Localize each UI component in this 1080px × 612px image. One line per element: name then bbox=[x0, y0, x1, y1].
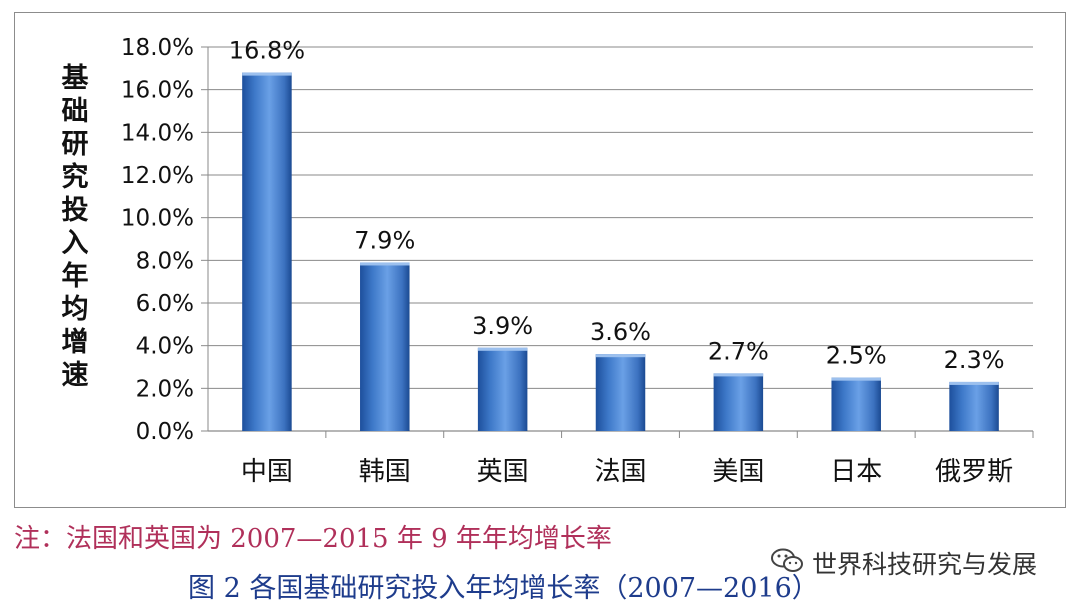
y-tick-label: 0.0% bbox=[136, 419, 194, 445]
y-tick-label: 8.0% bbox=[136, 248, 194, 274]
chart-note: 注：法国和英国为 2007—2015 年 9 年年均增长率 bbox=[14, 524, 612, 554]
bar bbox=[713, 373, 764, 431]
y-tick-label: 18.0% bbox=[121, 35, 194, 61]
y-tick-label: 12.0% bbox=[121, 163, 194, 189]
y-tick-label: 14.0% bbox=[121, 120, 194, 146]
watermark: 世界科技研究与发展 bbox=[770, 546, 1037, 580]
bar-top bbox=[477, 347, 528, 351]
y-tick-label: 10.0% bbox=[121, 206, 194, 232]
wechat-icon bbox=[770, 547, 804, 579]
bar-top bbox=[242, 72, 292, 76]
bar bbox=[477, 347, 528, 431]
x-tick-label: 日本 bbox=[830, 457, 882, 487]
bar bbox=[595, 354, 646, 431]
y-tick-label: 16.0% bbox=[121, 78, 194, 104]
y-tick-label: 4.0% bbox=[136, 334, 194, 360]
bar-top bbox=[949, 381, 999, 385]
figure-caption: 图 2 各国基础研究投入年均增长率（2007—2016） bbox=[188, 573, 819, 604]
data-label: 2.3% bbox=[944, 346, 1005, 374]
data-label: 2.7% bbox=[708, 337, 769, 365]
data-label: 3.6% bbox=[590, 318, 651, 346]
bar-top bbox=[713, 373, 764, 377]
data-label: 7.9% bbox=[354, 226, 415, 254]
x-tick-label: 俄罗斯 bbox=[935, 457, 1013, 487]
x-tick-label: 中国 bbox=[241, 457, 293, 487]
x-tick-label: 法国 bbox=[594, 457, 646, 487]
y-tick-label: 6.0% bbox=[136, 291, 194, 317]
data-label: 16.8% bbox=[229, 37, 305, 65]
y-tick-label: 2.0% bbox=[136, 376, 194, 402]
x-tick-label: 美国 bbox=[712, 457, 764, 487]
bar-top bbox=[360, 262, 410, 266]
data-label: 3.9% bbox=[472, 312, 533, 340]
data-label: 2.5% bbox=[826, 342, 887, 370]
y-axis-label: 基础研究投入年均增速 bbox=[61, 63, 89, 391]
x-tick-label: 英国 bbox=[477, 457, 529, 487]
bar-chart: 0.0% 2.0% 4.0% 6.0% 8.0% 10.0% 12.0% 14.0% 16.0%… bbox=[121, 35, 1034, 487]
bar bbox=[949, 381, 999, 431]
bar bbox=[242, 72, 292, 431]
bar-top bbox=[595, 354, 646, 358]
chart-frame: 0.0% 2.0% 4.0% 6.0% 8.0% 10.0% 12.0% 14.0% 16.0%… bbox=[14, 12, 1066, 508]
bar bbox=[831, 377, 881, 431]
x-tick-label: 韩国 bbox=[359, 457, 411, 487]
watermark-text: 世界科技研究与发展 bbox=[812, 550, 1038, 579]
bar-top bbox=[831, 377, 881, 381]
bar bbox=[360, 262, 410, 431]
